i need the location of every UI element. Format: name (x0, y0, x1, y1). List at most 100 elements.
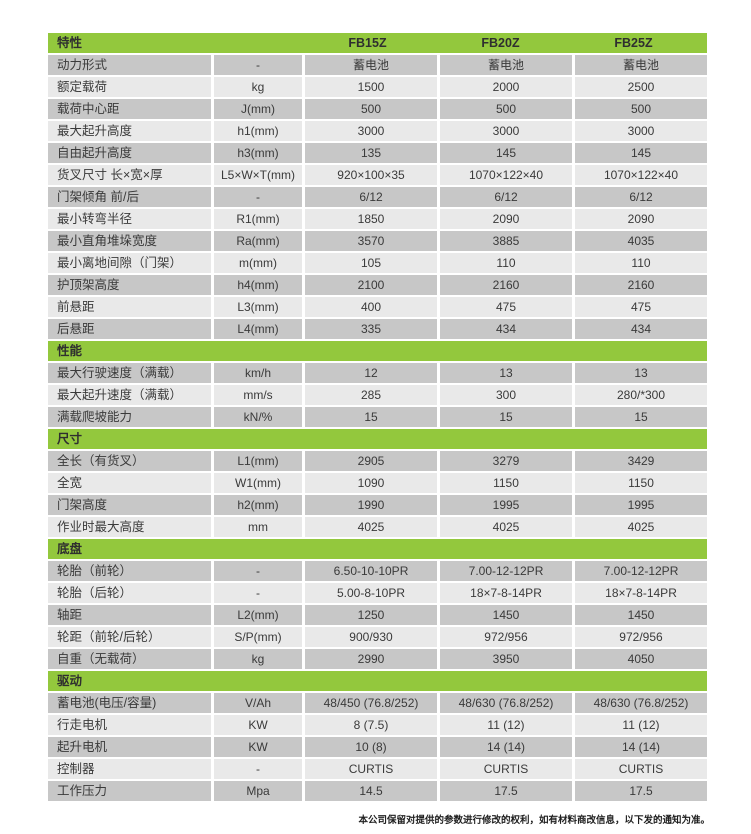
spec-value: 1990 (305, 495, 437, 515)
spec-value: 2160 (440, 275, 572, 295)
table-row: 最大起升高度 h1(mm) 3000 3000 3000 (48, 121, 707, 141)
spec-unit: R1(mm) (214, 209, 302, 229)
spec-label: 轮胎（前轮） (48, 561, 211, 581)
table-row: 作业时最大高度 mm 4025 4025 4025 (48, 517, 707, 537)
spec-value: 18×7-8-14PR (575, 583, 707, 603)
feature-column-title: 特性 (57, 36, 83, 50)
spec-value: 500 (305, 99, 437, 119)
spec-label: 前悬距 (48, 297, 211, 317)
spec-value: 6/12 (440, 187, 572, 207)
spec-table-body: 动力形式 - 蓄电池 蓄电池 蓄电池 额定载荷 kg 1500 2000 2500 载荷中心距 J(m… (48, 55, 707, 801)
spec-label: 护顶架高度 (48, 275, 211, 295)
table-row: 最小离地间隙（门架） m(mm) 105 110 110 (48, 253, 707, 273)
spec-label: 门架倾角 前/后 (48, 187, 211, 207)
spec-label: 载荷中心距 (48, 99, 211, 119)
spec-value: 13 (440, 363, 572, 383)
spec-label: 门架高度 (48, 495, 211, 515)
spec-value: 2160 (575, 275, 707, 295)
spec-unit: - (214, 55, 302, 75)
spec-unit: mm/s (214, 385, 302, 405)
spec-value: 3950 (440, 649, 572, 669)
spec-value: 972/956 (575, 627, 707, 647)
spec-unit: Ra(mm) (214, 231, 302, 251)
spec-label: 最小转弯半径 (48, 209, 211, 229)
spec-value: 14.5 (305, 781, 437, 801)
spec-value: 17.5 (440, 781, 572, 801)
spec-unit: V/Ah (214, 693, 302, 713)
spec-value: 48/630 (76.8/252) (440, 693, 572, 713)
spec-label: 全长（有货叉） (48, 451, 211, 471)
spec-value: 13 (575, 363, 707, 383)
table-row: 货叉尺寸 长×宽×厚 L5×W×T(mm) 920×100×35 1070×122×4… (48, 165, 707, 185)
spec-label: 最小离地间隙（门架） (48, 253, 211, 273)
spec-value: 900/930 (305, 627, 437, 647)
spec-value: CURTIS (440, 759, 572, 779)
spec-value: 7.00-12-12PR (440, 561, 572, 581)
unit-column-title (212, 33, 301, 53)
model-header-fb25z: FB25Z (614, 36, 653, 50)
table-row: 轮胎（前轮） -6.50-10-10PR 7.00-12-12PR 7.00-12-1… (48, 561, 707, 581)
spec-value: 15 (305, 407, 437, 427)
section-title: 尺寸 (48, 429, 707, 449)
spec-unit: kN/% (214, 407, 302, 427)
spec-value: 3885 (440, 231, 572, 251)
spec-label: 自重（无载荷） (48, 649, 211, 669)
spec-value: 10 (8) (305, 737, 437, 757)
spec-value: CURTIS (305, 759, 437, 779)
spec-value: 3000 (575, 121, 707, 141)
spec-label: 动力形式 (48, 55, 211, 75)
spec-value: 145 (575, 143, 707, 163)
table-row: 最大起升速度（满载） mm/s 285 300 280/*300 (48, 385, 707, 405)
table-row: 载荷中心距 J(mm) 500 500 500 (48, 99, 707, 119)
spec-value: 920×100×35 (305, 165, 437, 185)
table-header-bar: 特性 FB15Z FB20Z FB25Z (48, 33, 707, 53)
spec-value: 500 (440, 99, 572, 119)
spec-value: 6.50-10-10PR (305, 561, 437, 581)
spec-value: 400 (305, 297, 437, 317)
spec-value: 1070×122×40 (575, 165, 707, 185)
spec-label: 满载爬坡能力 (48, 407, 211, 427)
spec-value: 1450 (575, 605, 707, 625)
spec-value: 434 (440, 319, 572, 339)
spec-value: 972/956 (440, 627, 572, 647)
spec-value: 6/12 (575, 187, 707, 207)
spec-unit: kg (214, 649, 302, 669)
spec-value: 2000 (440, 77, 572, 97)
spec-value: 4025 (575, 517, 707, 537)
table-row: 护顶架高度 h4(mm) 2100 2160 2160 (48, 275, 707, 295)
spec-table: 特性 FB15Z FB20Z FB25Z 动力形式 - 蓄电池 蓄电池 蓄电池 额定载荷 k… (45, 31, 710, 803)
table-row: 起升电机 KW 10 (8) 14 (14) 14 (14) (48, 737, 707, 757)
spec-value: 6/12 (305, 187, 437, 207)
spec-label: 最大起升速度（满载） (48, 385, 211, 405)
spec-unit: KW (214, 715, 302, 735)
table-row: 门架倾角 前/后 -6/12 6/12 6/12 (48, 187, 707, 207)
spec-value: 14 (14) (575, 737, 707, 757)
spec-unit: m(mm) (214, 253, 302, 273)
spec-value: 3000 (305, 121, 437, 141)
spec-label: 最小直角堆垛宽度 (48, 231, 211, 251)
spec-value: 285 (305, 385, 437, 405)
spec-value: 475 (440, 297, 572, 317)
spec-label: 起升电机 (48, 737, 211, 757)
spec-value: 11 (12) (440, 715, 572, 735)
spec-value: 280/*300 (575, 385, 707, 405)
table-row: 自重（无载荷） kg 2990 3950 4050 (48, 649, 707, 669)
spec-label: 控制器 (48, 759, 211, 779)
spec-unit: h4(mm) (214, 275, 302, 295)
table-row: 最大行驶速度（满载） km/h 12 13 13 (48, 363, 707, 383)
spec-value: 1450 (440, 605, 572, 625)
spec-unit: h2(mm) (214, 495, 302, 515)
spec-unit: KW (214, 737, 302, 757)
spec-value: 18×7-8-14PR (440, 583, 572, 603)
spec-value: 3429 (575, 451, 707, 471)
spec-label: 全宽 (48, 473, 211, 493)
spec-value: 110 (440, 253, 572, 273)
spec-value: 4025 (305, 517, 437, 537)
model-header-fb15z: FB15Z (348, 36, 387, 50)
spec-sheet: 特性 FB15Z FB20Z FB25Z 动力形式 - 蓄电池 蓄电池 蓄电池 额定载荷 k… (45, 31, 710, 803)
spec-unit: L5×W×T(mm) (214, 165, 302, 185)
spec-value: 135 (305, 143, 437, 163)
spec-unit: km/h (214, 363, 302, 383)
table-row: 自由起升高度 h3(mm) 135 145 145 (48, 143, 707, 163)
spec-unit: J(mm) (214, 99, 302, 119)
